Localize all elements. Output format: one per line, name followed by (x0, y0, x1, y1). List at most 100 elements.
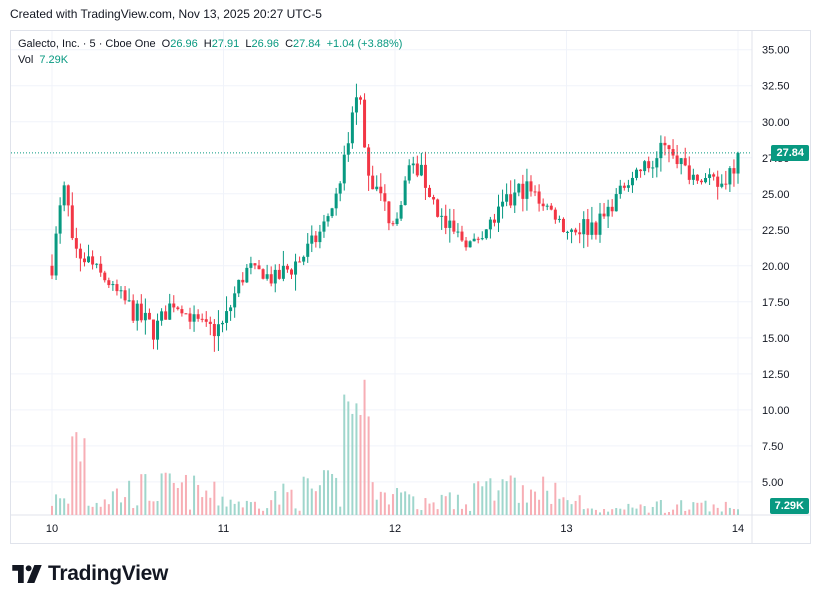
candle-body (618, 185, 622, 195)
volume-bar (355, 403, 358, 515)
volume-bar (294, 508, 297, 515)
volume-bar (225, 506, 228, 515)
y-tick-label: 20.00 (762, 261, 790, 273)
volume-bar (363, 379, 366, 515)
candle-body (639, 169, 643, 172)
volume-bar (517, 502, 520, 515)
candle-body (50, 265, 54, 276)
volume-bar (286, 492, 289, 515)
candle-body (578, 232, 582, 235)
candle-body (245, 267, 249, 283)
candle-body (249, 263, 253, 268)
candle-body (322, 221, 326, 232)
candle-body (168, 303, 172, 320)
chart-frame (10, 30, 811, 544)
candle-body (488, 219, 492, 230)
volume-bar (318, 485, 321, 515)
candle-body (497, 206, 501, 223)
candle-body (220, 322, 224, 325)
volume-bar (379, 491, 382, 515)
candle-body (679, 158, 683, 165)
y-tick-label: 32.50 (762, 81, 790, 93)
volume-bar (460, 508, 463, 515)
candle-body (379, 186, 383, 194)
volume-bar (245, 500, 248, 515)
candle-body (277, 269, 281, 279)
volume-bar (529, 489, 532, 515)
candle-body (663, 142, 667, 146)
volume-bar (582, 509, 585, 515)
candle-body (448, 220, 452, 228)
volume-bar (197, 484, 200, 515)
volume-bar (95, 502, 98, 515)
candle-body (444, 215, 448, 228)
volume-bar (534, 491, 537, 515)
candle-body (54, 233, 58, 276)
candle-body (582, 219, 586, 235)
volume-bar (241, 507, 244, 515)
x-tick-label: 11 (218, 523, 229, 535)
candle-body (525, 181, 529, 199)
x-tick-label: 14 (732, 523, 744, 535)
volume-bar (667, 511, 670, 515)
volume-bar (144, 474, 147, 515)
volume-bar (497, 490, 500, 515)
candle-body (407, 165, 411, 181)
volume-bar (71, 436, 74, 515)
candle-body (62, 185, 66, 206)
candle-body (724, 183, 728, 185)
tradingview-logo-icon (12, 565, 42, 583)
candle-body (237, 279, 241, 294)
volume-bar (619, 508, 622, 515)
open-label: O (161, 38, 171, 50)
high-label: H (203, 38, 212, 50)
candle-body (95, 263, 99, 265)
close-value: 27.84 (293, 38, 321, 50)
candle-body (691, 174, 695, 180)
volume-bar (189, 509, 192, 515)
volume-bar (428, 503, 431, 515)
tradingview-brand[interactable]: TradingView (12, 562, 168, 586)
candle-body (188, 313, 192, 322)
volume-bar (465, 504, 468, 515)
candle-body (306, 243, 310, 257)
volume-bar (473, 483, 476, 515)
candle-body (529, 181, 533, 192)
candle-body (66, 185, 70, 206)
volume-bar (546, 490, 549, 515)
volume-bar (160, 473, 163, 515)
volume-bar (107, 504, 110, 515)
volume-bar (554, 482, 557, 515)
candle-body (517, 183, 521, 193)
volume-bar (383, 492, 386, 515)
symbol-name[interactable]: Galecto, Inc. · 5 · Cboe One (18, 38, 156, 50)
candle-body (643, 161, 647, 172)
volume-bar (627, 503, 630, 515)
y-tick-label: 7.50 (762, 441, 783, 453)
candle-body (716, 176, 720, 187)
candle-body (411, 163, 415, 166)
volume-value: 7.29K (39, 54, 69, 66)
volume-bar (310, 488, 313, 515)
volume-bar (485, 481, 488, 515)
candle-body (281, 265, 285, 279)
volume-bar (566, 500, 569, 515)
candle-body (156, 320, 160, 340)
volume-bar (75, 432, 78, 515)
candle-body (318, 231, 322, 243)
candle-body (586, 219, 590, 235)
candle-body (143, 312, 147, 321)
candle-body (553, 209, 557, 220)
candle-body (598, 213, 602, 235)
volume-bar (55, 494, 58, 515)
candle-body (127, 300, 131, 302)
candle-body (330, 208, 334, 217)
candle-body (363, 99, 367, 148)
volume-bar (233, 503, 236, 515)
candle-body (367, 147, 371, 176)
candle-body (99, 263, 103, 273)
low-label: L (245, 38, 252, 50)
volume-bar (367, 416, 370, 515)
volume-bar (262, 510, 265, 515)
